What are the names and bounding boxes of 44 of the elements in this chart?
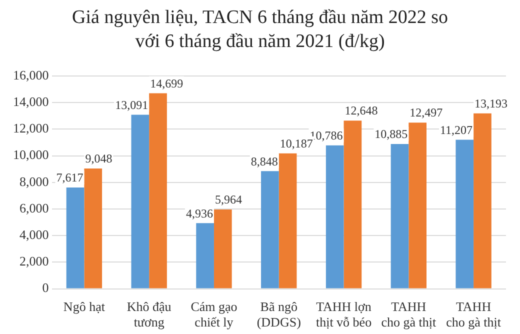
data-label: 12,648: [344, 104, 378, 118]
data-label: 9,048: [85, 152, 112, 166]
y-tick-label: 8,000: [20, 174, 49, 189]
y-tick-label: 2,000: [20, 254, 49, 269]
x-tick-label: TAHH lợn thịt vỗ béo: [316, 299, 372, 330]
y-tick-label: 14,000: [13, 94, 49, 110]
bar: [326, 145, 344, 288]
data-label: 13,091: [115, 98, 148, 112]
bar: [214, 209, 232, 288]
bar: [149, 93, 167, 288]
data-label: 14,699: [150, 76, 184, 90]
bar: [408, 122, 427, 288]
data-label: 4,936: [186, 206, 213, 220]
bar: [344, 120, 362, 288]
y-tick-label: 16,000: [13, 67, 49, 82]
y-tick-label: 0: [42, 280, 49, 296]
y-tick-label: 4,000: [20, 227, 49, 242]
chart-title: Giá nguyên liệu, TACN 6 tháng đầu năm 2022 so với 6 tháng đầu năm 2021 (đ/kg): [71, 6, 449, 54]
data-label: 10,187: [280, 136, 313, 150]
bar: [66, 187, 84, 288]
data-label: 12,497: [410, 106, 443, 120]
y-tick-label: 6,000: [20, 200, 49, 216]
y-tick-label: 10,000: [13, 147, 49, 162]
bar: [474, 113, 492, 288]
data-label: 11,207: [440, 122, 473, 137]
x-tick-label: Ngô hạt: [63, 299, 106, 314]
bar: [196, 223, 214, 288]
bar: [84, 168, 102, 288]
bar: [131, 114, 150, 288]
x-tick-label: TAHH cho gà thịt: [446, 299, 502, 330]
x-tick-label: Cám gạo chiết ly: [190, 299, 238, 330]
data-label: 5,964: [214, 192, 242, 207]
y-tick-label: 12,000: [13, 120, 49, 136]
x-tick-label: Bã ngô (DDGS): [256, 299, 301, 330]
x-tick-label: TAHH cho gà thịt: [381, 299, 436, 330]
bar: [456, 140, 474, 288]
data-label: 10,885: [374, 127, 408, 142]
bar: [278, 153, 297, 288]
data-label: 13,193: [474, 96, 508, 110]
data-label: 7,617: [56, 170, 84, 185]
bar: [261, 171, 279, 288]
x-tick-label: Khô đậu tương: [126, 299, 172, 330]
data-label: 8,848: [250, 154, 278, 168]
bar: [390, 144, 409, 288]
